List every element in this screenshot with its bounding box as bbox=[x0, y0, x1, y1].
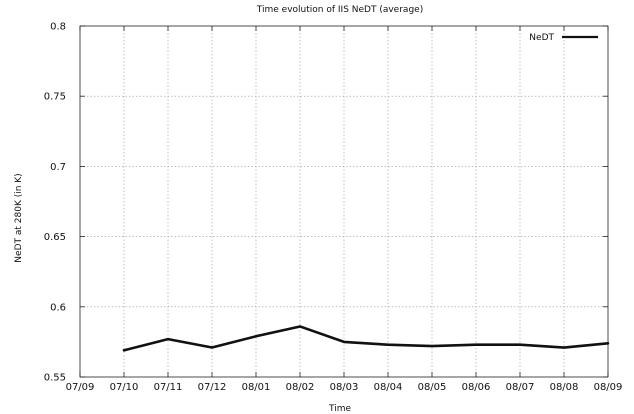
series-line-nedt bbox=[122, 325, 610, 352]
y-tick-label: 0.65 bbox=[44, 232, 66, 243]
data-point bbox=[299, 325, 301, 328]
x-tick-label: 07/11 bbox=[154, 382, 183, 393]
x-tick-label: 08/04 bbox=[374, 382, 403, 393]
x-tick-label: 08/05 bbox=[418, 382, 447, 393]
legend-label: NeDT bbox=[529, 33, 554, 43]
x-tick-label: 08/09 bbox=[594, 382, 623, 393]
data-point bbox=[519, 344, 521, 346]
x-tick-label: 07/09 bbox=[66, 382, 95, 393]
y-axis-label: NeDT at 280K (in K) bbox=[14, 173, 24, 262]
x-tick-label: 08/01 bbox=[242, 382, 271, 393]
series-layer bbox=[122, 325, 610, 352]
legend: NeDT bbox=[529, 33, 598, 43]
data-point bbox=[167, 338, 169, 340]
data-point bbox=[343, 341, 345, 343]
x-tick-label: 07/10 bbox=[110, 382, 139, 393]
axis-ticks bbox=[79, 25, 609, 378]
x-tick-label: 07/12 bbox=[198, 382, 227, 393]
x-tick-label: 08/06 bbox=[462, 382, 491, 393]
y-tick-label: 0.8 bbox=[50, 22, 66, 33]
tick-labels: 07/09 07/10 07/11 07/12 08/01 08/02 08/03 08/04… bbox=[44, 22, 623, 394]
x-tick-label: 08/03 bbox=[330, 382, 359, 393]
y-tick-label: 0.7 bbox=[50, 162, 66, 173]
data-point bbox=[123, 349, 125, 351]
y-tick-label: 0.75 bbox=[44, 92, 66, 103]
data-point bbox=[387, 344, 389, 346]
y-tick-label: 0.55 bbox=[44, 373, 66, 384]
data-point bbox=[255, 335, 257, 337]
data-point bbox=[475, 344, 477, 346]
x-tick-label: 08/02 bbox=[286, 382, 315, 393]
gridlines bbox=[80, 26, 608, 377]
x-tick-label: 08/08 bbox=[550, 382, 579, 393]
data-point bbox=[607, 342, 609, 344]
x-axis-label: Time bbox=[328, 404, 351, 414]
data-point bbox=[211, 346, 213, 349]
x-tick-label: 08/07 bbox=[506, 382, 535, 393]
data-point bbox=[563, 346, 565, 349]
y-tick-label: 0.6 bbox=[50, 302, 66, 313]
data-point bbox=[431, 345, 433, 347]
chart-title: Time evolution of IIS NeDT (average) bbox=[256, 5, 423, 15]
